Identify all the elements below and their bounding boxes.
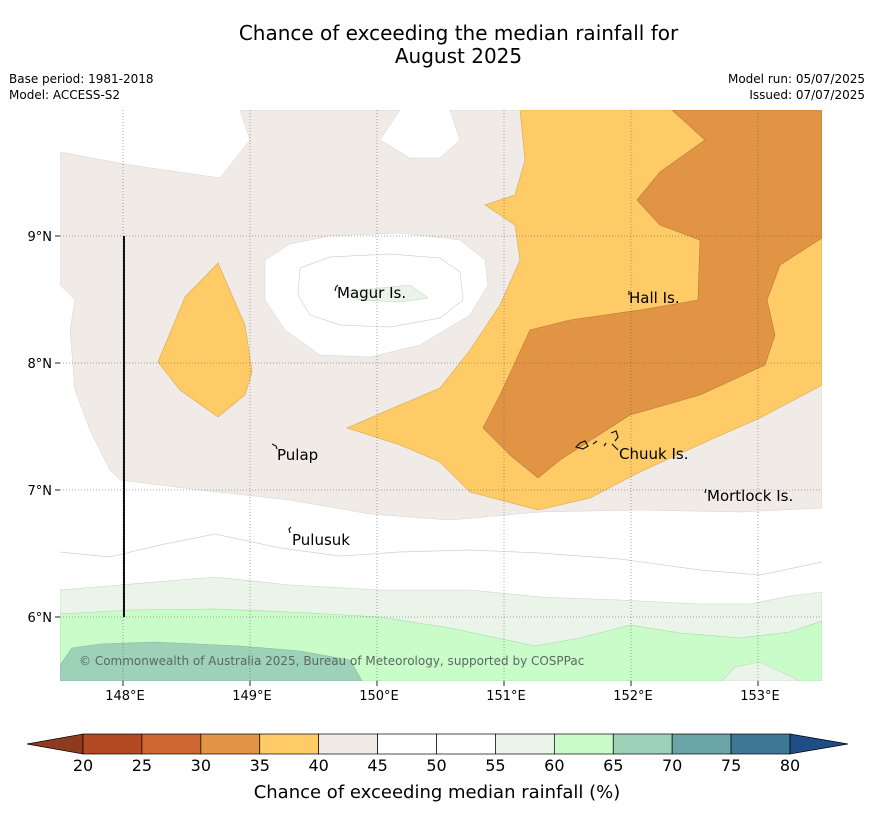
colorbar-tick-label: 75 bbox=[721, 756, 741, 775]
colorbar-tick-label: 65 bbox=[603, 756, 623, 775]
colorbar-tick-label: 20 bbox=[73, 756, 93, 775]
colorbar-tick-label: 45 bbox=[367, 756, 387, 775]
colorbar-cell-70_75 bbox=[671, 733, 732, 755]
region-35-40-west bbox=[157, 262, 253, 418]
colorbar-cell-30_35 bbox=[200, 733, 261, 755]
island-markers bbox=[271, 284, 707, 534]
label-pulap: Pulap bbox=[277, 446, 318, 464]
colorbar-cell-20_25 bbox=[82, 733, 143, 755]
colorbar-tick-label: 35 bbox=[250, 756, 270, 775]
axis-ticks bbox=[55, 235, 759, 686]
meta-left: Base period: 1981-2018 Model: ACCESS-S2 bbox=[9, 71, 154, 103]
colorbar-label: Chance of exceeding median rainfall (%) bbox=[254, 782, 621, 803]
label-magur: Magur Is. bbox=[337, 284, 406, 302]
region-55-60-magur bbox=[339, 284, 429, 303]
lat-tick-8: 8°N bbox=[28, 357, 53, 372]
colorbar: 20 25 30 35 40 45 50 55 60 65 70 75 80 Chance of exc… bbox=[26, 733, 849, 803]
title-line-1: Chance of exceeding the median rainfall … bbox=[238, 21, 679, 45]
colorbar-arrow-low bbox=[26, 733, 84, 755]
lon-tick-152: 152°E bbox=[613, 689, 653, 704]
lon-tick-153: 153°E bbox=[740, 689, 780, 704]
colorbar-arrow-high bbox=[789, 733, 849, 755]
label-chuuk: Chuuk Is. bbox=[619, 445, 688, 463]
colorbar-cell-75_80 bbox=[730, 733, 791, 755]
colorbar-tick-label: 70 bbox=[662, 756, 682, 775]
copyright-text: © Commonwealth of Australia 2025, Bureau… bbox=[79, 654, 584, 668]
model-run: Model run: 05/07/2025 bbox=[727, 72, 865, 86]
contour-line-1 bbox=[60, 533, 822, 576]
colorbar-cell-60_65 bbox=[553, 733, 614, 755]
colorbar-cell-50_55 bbox=[436, 733, 496, 755]
colorbar-cell-40_45 bbox=[318, 733, 378, 755]
title-line-2: August 2025 bbox=[394, 44, 523, 68]
label-pulusuk: Pulusuk bbox=[292, 531, 350, 549]
lat-tick-7: 7°N bbox=[28, 484, 53, 499]
colorbar-tick-label: 40 bbox=[308, 756, 328, 775]
lat-tick-6: 6°N bbox=[28, 611, 53, 626]
region-30-35 bbox=[482, 110, 822, 479]
issued-date: Issued: 07/07/2025 bbox=[749, 88, 865, 102]
colorbar-cell-45_50 bbox=[377, 733, 437, 755]
lat-tick-9: 9°N bbox=[28, 230, 53, 245]
colorbar-cell-35_40 bbox=[259, 733, 320, 755]
rainfall-map: © Commonwealth of Australia 2025, Bureau… bbox=[60, 110, 822, 681]
lon-tick-150: 150°E bbox=[359, 689, 399, 704]
region-65-70 bbox=[60, 641, 363, 681]
colorbar-tick-label: 55 bbox=[485, 756, 505, 775]
colorbar-cell-25_30 bbox=[141, 733, 202, 755]
model-name: Model: ACCESS-S2 bbox=[9, 88, 121, 102]
label-mortlock: Mortlock Is. bbox=[707, 487, 793, 505]
colorbar-tick-label: 80 bbox=[780, 756, 800, 775]
colorbar-tick-label: 50 bbox=[426, 756, 446, 775]
colorbar-tick-label: 25 bbox=[132, 756, 152, 775]
region-55-60-se bbox=[721, 661, 801, 681]
meta-right: Model run: 05/07/2025 Issued: 07/07/2025 bbox=[728, 71, 865, 103]
lon-tick-151: 151°E bbox=[486, 689, 526, 704]
colorbar-cell-65_70 bbox=[612, 733, 673, 755]
chart-title: Chance of exceeding the median rainfall … bbox=[0, 22, 873, 68]
lon-tick-149: 149°E bbox=[232, 689, 272, 704]
region-45-50-magur-inner bbox=[297, 253, 464, 328]
colorbar-tick-label: 60 bbox=[544, 756, 564, 775]
colorbar-tick-label: 30 bbox=[191, 756, 211, 775]
colorbar-cell-55_60 bbox=[495, 733, 555, 755]
label-hall: Hall Is. bbox=[629, 289, 680, 307]
lon-tick-148: 148°E bbox=[105, 689, 145, 704]
base-period: Base period: 1981-2018 bbox=[9, 72, 154, 86]
